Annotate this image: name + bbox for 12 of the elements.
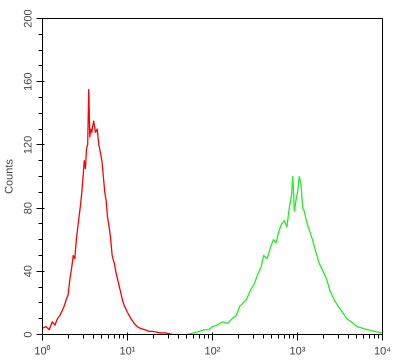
x-tick-label: 10³ (290, 346, 306, 358)
x-tick-label: 10⁰ (34, 344, 51, 358)
y-tick-label: 120 (22, 136, 34, 154)
y-tick-label: 0 (22, 331, 34, 338)
y-axis-title: Counts (4, 158, 16, 194)
y-tick-label: 200 (22, 9, 34, 28)
x-tick-label: 10² (204, 346, 221, 358)
y-tick-label: 80 (22, 202, 34, 214)
x-tick-label: 10¹ (120, 346, 136, 358)
y-tick-label: 160 (22, 72, 34, 91)
x-tick-label: 10⁴ (374, 346, 392, 358)
y-tick-label: 40 (22, 265, 34, 278)
